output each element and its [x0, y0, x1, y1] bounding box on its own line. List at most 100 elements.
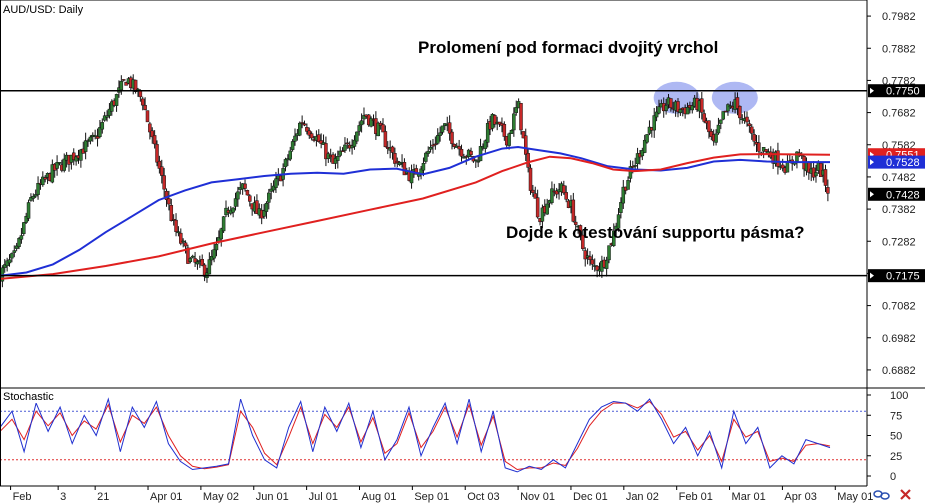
axes: 0.79820.78820.77820.76820.75820.74820.73…	[10, 11, 925, 503]
link-icon[interactable]	[873, 490, 890, 500]
candle-bull	[236, 191, 240, 200]
candle-bear	[324, 143, 328, 160]
candle-bear	[571, 199, 576, 222]
candle-bear	[345, 142, 350, 145]
candle-bull	[726, 104, 730, 112]
candle-bull	[93, 135, 97, 137]
candle-bear	[533, 193, 538, 199]
candle-bull	[690, 105, 695, 111]
candle-bear	[202, 264, 207, 277]
candle-bear	[535, 197, 540, 218]
candle-bear	[243, 183, 247, 189]
candle-bull	[214, 243, 219, 251]
time-tick-label: May 02	[203, 491, 239, 503]
candle-bull	[17, 238, 21, 247]
candle-bull	[212, 249, 216, 259]
candle-bull	[41, 176, 45, 186]
candle-bull	[267, 192, 271, 203]
corner-icons[interactable]	[873, 489, 911, 500]
candle-bear	[152, 135, 157, 145]
candle-bull	[288, 150, 292, 160]
candle-bull	[55, 162, 59, 169]
candle-bear	[124, 82, 128, 86]
candle-bull	[440, 125, 445, 133]
candle-bull	[50, 164, 55, 183]
candle-bull	[645, 134, 649, 143]
candle-bull	[409, 171, 414, 184]
candle-bear	[826, 187, 830, 194]
candle-bull	[362, 115, 366, 120]
price-marker-last: 0.7428	[886, 189, 920, 201]
candle-bull	[33, 194, 38, 197]
annotation-top: Prolomení pod formaci dvojitý vrchol	[418, 38, 718, 57]
level-value-label-box	[868, 269, 925, 283]
price-tick-label: 0.7082	[882, 301, 916, 313]
candle-bear	[595, 265, 599, 271]
close-icon[interactable]	[900, 489, 911, 500]
candle-bear	[757, 142, 761, 152]
candle-bear	[735, 97, 740, 109]
candle-bull	[652, 115, 656, 131]
candle-bear	[707, 120, 711, 133]
candle-bear	[255, 200, 259, 214]
candle-bull	[10, 253, 14, 259]
candle-bear	[157, 160, 162, 169]
candle-bull	[719, 119, 723, 124]
candle-bull	[509, 129, 514, 134]
candle-bull	[512, 113, 516, 131]
candle-bull	[633, 165, 637, 167]
candle-bull	[642, 139, 647, 153]
chart-title: AUD/USD: Daily	[3, 4, 84, 16]
candle-bear	[723, 110, 728, 113]
candle-bull	[105, 115, 109, 118]
time-tick-label: 3	[60, 491, 66, 503]
candle-bull	[264, 202, 269, 212]
candle-bull	[435, 135, 440, 144]
candle-bear	[390, 146, 395, 153]
candle-bear	[764, 149, 768, 152]
candle-bear	[573, 221, 578, 225]
candle-bull	[207, 259, 212, 275]
time-tick-label: Feb 01	[679, 491, 713, 503]
candle-bull	[57, 162, 62, 164]
candle-bull	[483, 140, 488, 149]
candle-bear	[780, 164, 785, 169]
candle-bear	[528, 167, 533, 191]
candle-bear	[183, 242, 188, 247]
candle-bull	[485, 123, 490, 143]
candle-bull	[355, 131, 359, 142]
candle-bull	[604, 260, 609, 269]
candle-bull	[612, 230, 616, 247]
time-tick-label: Jun 01	[256, 491, 289, 503]
horizontal-levels[interactable]	[0, 89, 867, 277]
candle-bull	[397, 162, 402, 165]
candle-bear	[493, 115, 497, 125]
candle-bull	[716, 124, 721, 134]
candle-bear	[745, 116, 749, 123]
price-marker-ma_fast-box	[868, 155, 925, 169]
candle-bear	[169, 205, 174, 221]
time-tick-label: 21	[97, 491, 109, 503]
candle-bull	[616, 214, 621, 229]
candle-bull	[98, 127, 102, 137]
candle-bear	[121, 79, 126, 81]
candle-bull	[657, 106, 661, 114]
candle-bull	[12, 250, 17, 253]
stochastic-panel: Stochastic	[0, 387, 925, 473]
level-value-label: 0.7750	[886, 86, 920, 98]
candle-bull	[336, 156, 340, 161]
candle-bear	[383, 131, 388, 148]
candle-bull	[619, 202, 623, 213]
candle-bear	[245, 190, 250, 196]
candle-bear	[583, 250, 587, 260]
candle-bear	[776, 150, 780, 167]
level-value-label: 0.7175	[886, 271, 920, 283]
candle-bull	[621, 186, 626, 204]
candle-bear	[164, 190, 169, 200]
candle-bull	[5, 260, 9, 267]
candle-bull	[376, 122, 381, 137]
candle-bull	[359, 120, 364, 126]
candle-bear	[823, 169, 828, 186]
price-tick-label: 0.6982	[882, 333, 916, 345]
